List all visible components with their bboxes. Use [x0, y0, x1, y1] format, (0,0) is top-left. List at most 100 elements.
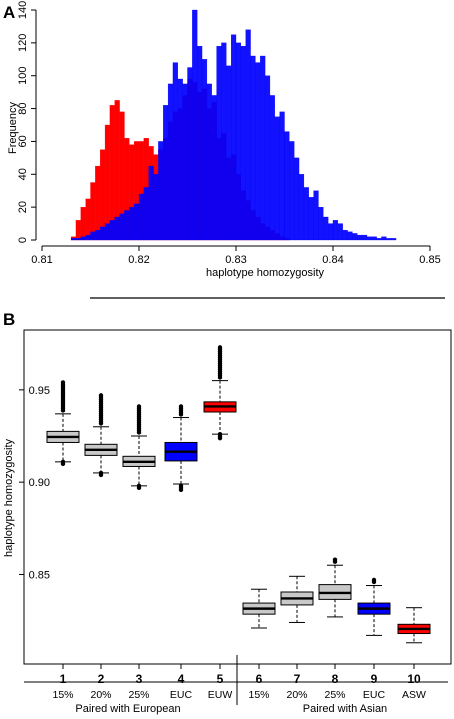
- histogram-bar: [75, 220, 81, 241]
- category-number: 4: [178, 672, 185, 686]
- y-tick-label: 0.95: [29, 385, 50, 397]
- x-tick-label: 0.82: [128, 254, 149, 266]
- histogram-bar: [206, 83, 212, 241]
- histogram-bar: [70, 238, 77, 241]
- histogram-bar: [90, 231, 96, 241]
- category-sublabel: 20%: [90, 689, 111, 701]
- histogram-bar: [371, 236, 377, 241]
- histogram-bar: [182, 83, 188, 241]
- histogram-bar: [109, 105, 115, 241]
- histogram-bar: [376, 238, 382, 241]
- histogram-bar: [274, 116, 280, 241]
- histogram-bar: [100, 226, 106, 241]
- outlier-point: [217, 435, 223, 441]
- x-tick-label: 0.84: [322, 254, 343, 266]
- histogram-bar: [391, 238, 397, 241]
- category-number: 6: [256, 672, 263, 686]
- outlier-point: [98, 421, 104, 426]
- boxplot-y-label: haplotype homozygosity: [3, 438, 15, 557]
- histogram-bar: [318, 206, 324, 241]
- histogram-bar: [153, 174, 159, 241]
- boxplot-plot: 0.85 0.90 0.95 1 15% 2 20% 3 25% 4 EUC 5 EUW 6 15% 7 20%…: [19, 345, 431, 701]
- histogram-bar: [167, 83, 174, 241]
- histogram-bar: [119, 213, 125, 241]
- y-tick-label: 120: [17, 34, 29, 52]
- outlier-point: [98, 472, 104, 478]
- histogram-bar: [245, 29, 251, 241]
- histogram-bar: [124, 210, 130, 241]
- category-sublabel: 20%: [286, 689, 307, 701]
- histogram-bar: [230, 34, 237, 241]
- histogram-bar: [216, 45, 222, 241]
- histogram-bar: [337, 223, 343, 241]
- histogram-bar: [342, 229, 348, 241]
- histogram-bar: [143, 187, 149, 241]
- panel-a: A Frequency haplotype homozygosity 0.81 0…: [3, 1, 441, 279]
- group-label-asian: Paired with Asian: [303, 703, 387, 715]
- histogram-bar: [327, 223, 334, 241]
- histogram-bar: [366, 236, 372, 241]
- histogram-bar: [255, 62, 261, 241]
- outlier-point: [60, 408, 66, 413]
- histogram-bar: [163, 105, 169, 241]
- outlier-point: [136, 485, 142, 491]
- histogram-bar: [323, 216, 329, 241]
- y-tick-label: 20: [17, 201, 29, 213]
- group-label-european: Paired with European: [75, 703, 180, 715]
- histogram-bar: [158, 141, 164, 241]
- histogram-bar: [90, 182, 96, 241]
- histogram-bar: [187, 67, 193, 241]
- histogram-bar: [177, 78, 183, 241]
- histogram-bar: [386, 238, 392, 241]
- histogram-bar: [361, 234, 368, 241]
- histogram-plot: 0.81 0.82 0.83 0.84 0.85 0 20 40 60 80 100 120 140: [17, 1, 441, 266]
- histogram-bar: [347, 231, 353, 241]
- histogram-bar: [85, 234, 91, 241]
- histogram-bar: [172, 62, 178, 241]
- category-number: 3: [136, 672, 143, 686]
- histogram-bar: [294, 157, 300, 241]
- histogram-bar: [104, 124, 111, 241]
- x-tick-label: 0.85: [419, 254, 440, 266]
- outlier-point: [178, 412, 184, 417]
- category-sublabel: 15%: [52, 689, 73, 701]
- category-sublabel: 25%: [324, 689, 345, 701]
- histogram-bar: [129, 206, 135, 241]
- y-tick-label: 0: [17, 237, 29, 243]
- category-sublabel: 25%: [128, 689, 149, 701]
- histogram-bar: [201, 59, 208, 241]
- y-tick-label: 60: [17, 135, 29, 147]
- panel-b: B haplotype homozygosity 0.85 0.90 0.95 1 15…: [3, 310, 452, 715]
- panel-a-label: A: [3, 3, 15, 22]
- category-number: 8: [332, 672, 339, 686]
- histogram-bar: [114, 216, 120, 241]
- histogram-bar: [303, 187, 309, 241]
- category-sublabel: EUW: [208, 689, 233, 701]
- histogram-x-label: haplotype homozygosity: [206, 267, 325, 279]
- histogram-bar: [100, 149, 106, 241]
- y-tick-label: 80: [17, 102, 29, 114]
- category-number: 2: [98, 672, 105, 686]
- y-tick-label: 40: [17, 168, 29, 180]
- category-number: 7: [294, 672, 301, 686]
- category-number: 10: [407, 672, 421, 686]
- category-sublabel: EUC: [363, 689, 386, 701]
- category-number: 1: [60, 672, 67, 686]
- outlier-point: [217, 375, 223, 380]
- category-number: 5: [217, 672, 224, 686]
- outlier-point: [178, 487, 184, 493]
- y-tick-label: 140: [17, 1, 29, 19]
- y-tick-label: 0.85: [29, 569, 50, 581]
- outlier-point: [136, 430, 142, 435]
- histogram-bar: [104, 223, 111, 241]
- histogram-bar: [313, 190, 319, 241]
- outlier-point: [332, 559, 338, 564]
- histogram-bar: [357, 234, 363, 241]
- histogram-bar: [289, 141, 295, 241]
- histogram-bar: [308, 197, 314, 241]
- category-sublabel: 15%: [248, 689, 269, 701]
- histogram-bar: [95, 229, 101, 241]
- histogram-bar: [298, 174, 305, 241]
- histogram-bar: [75, 238, 81, 241]
